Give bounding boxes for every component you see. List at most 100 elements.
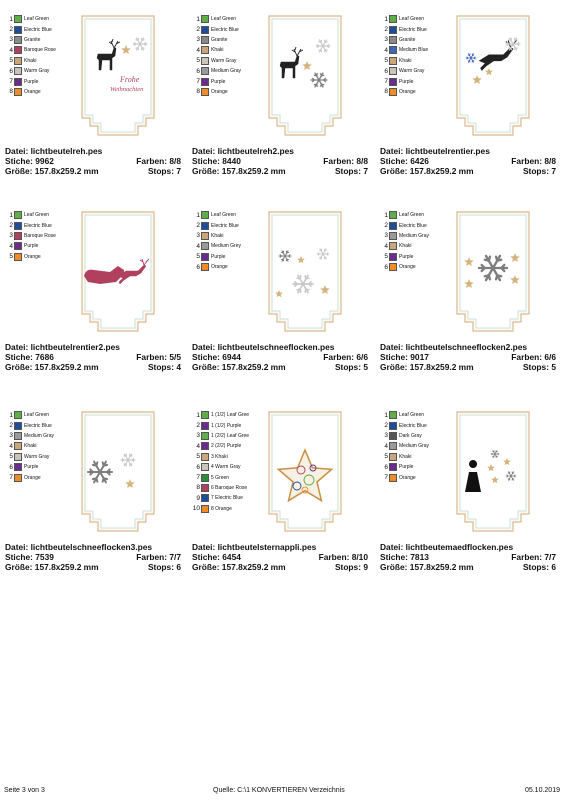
color-index: 8 [384, 88, 388, 96]
file-name: lichtbeutemaedflocken.pes [405, 542, 514, 552]
size-group: Größe: 157.8x259.2 mm [5, 362, 99, 372]
size-row: Größe: 157.8x259.2 mm Stops: 6 [5, 562, 181, 572]
colors-group: Farben: 8/8 [323, 156, 368, 166]
color-swatch [201, 56, 209, 65]
color-index: 5 [9, 453, 13, 461]
embroidery-motif [279, 39, 331, 88]
color-swatch [389, 56, 397, 65]
design-card: 1 Leaf Green 2 Electric Blue 3 Granite 4 Khaki 5… [192, 14, 372, 199]
color-swatch [201, 46, 209, 55]
color-index: 5 [384, 253, 388, 261]
color-index: 1 [9, 411, 13, 419]
design-card: 1 Leaf Green 2 Electric Blue 3 Medium Gray 4 Kh… [380, 210, 560, 395]
color-name: Electric Blue [24, 422, 52, 429]
color-index: 6 [196, 463, 200, 471]
colors-label: Farben: [511, 552, 543, 563]
size-label: Größe: [380, 562, 408, 573]
color-legend-row: 3 Granite [5, 35, 75, 45]
file-row: Datei: lichtbeutemaedflocken.pes [380, 542, 556, 552]
bag-outline [268, 411, 342, 532]
color-legend-row: 3 Granite [192, 35, 262, 45]
stops-count: 5 [551, 362, 556, 373]
colors-group: Farben: 6/6 [511, 352, 556, 362]
color-name: Khaki [399, 57, 412, 64]
stitch-label: Stiche: [192, 352, 220, 363]
color-legend-row: 1 Leaf Green [380, 14, 450, 24]
color-legend-row: 6 Purple [5, 462, 75, 472]
color-index: 5 [9, 253, 13, 261]
color-name: Purple [211, 253, 226, 260]
size-value: 157.8x259.2 mm [34, 562, 99, 573]
color-swatch [389, 211, 397, 220]
color-legend-row: 2 1 (1/2) Purple [192, 420, 262, 430]
star-mark [125, 479, 135, 488]
color-name: Orange [399, 264, 416, 271]
color-index: 1 [384, 211, 388, 219]
color-index: 2 [9, 26, 13, 34]
star-mark [485, 68, 493, 76]
color-index: 4 [9, 242, 13, 250]
size-label: Größe: [5, 362, 33, 373]
color-name: Granite [211, 36, 228, 43]
stitch-row: Stiche: 6426 Farben: 8/8 [380, 156, 556, 166]
color-swatch [389, 15, 397, 24]
color-legend-row: 5 Warm Gray [5, 452, 75, 462]
color-index: 5 [384, 453, 388, 461]
stops-group: Stops: 7 [148, 166, 181, 176]
color-legend-row: 1 1 (1/2) Leaf Gree [192, 410, 262, 420]
stitch-count: 7686 [35, 352, 54, 363]
snowflake-mark [505, 37, 521, 51]
color-legend-row: 5 Orange [5, 252, 75, 262]
color-legend-row: 7 Orange [5, 472, 75, 482]
color-index: 6 [9, 463, 13, 471]
color-swatch [389, 421, 397, 430]
design-preview [267, 410, 343, 533]
stops-label: Stops: [522, 562, 549, 573]
color-index: 2 [196, 26, 200, 34]
stops-count: 4 [176, 362, 181, 373]
stops-group: Stops: 7 [335, 166, 368, 176]
color-swatch [14, 452, 22, 461]
color-index: 5 [196, 453, 200, 461]
color-legend-row: 2 Electric Blue [5, 24, 75, 34]
color-swatch [389, 25, 397, 34]
color-swatch [201, 463, 209, 472]
color-name: Electric Blue [211, 222, 239, 229]
color-swatch [14, 231, 22, 240]
colors-count: 8/8 [544, 156, 556, 167]
girl-silhouette [465, 460, 481, 492]
color-swatch [389, 221, 397, 230]
embroidery-motif [465, 450, 517, 492]
color-legend: 1 Leaf Green 2 Electric Blue 3 Medium Gray 4 Kh… [380, 210, 450, 272]
stitch-row: Stiche: 9962 Farben: 8/8 [5, 156, 181, 166]
bag-inner-line [84, 414, 152, 529]
stops-group: Stops: 5 [523, 362, 556, 372]
size-row: Größe: 157.8x259.2 mm Stops: 9 [192, 562, 368, 572]
color-swatch [14, 442, 22, 451]
color-swatch [14, 211, 22, 220]
color-index: 5 [196, 253, 200, 261]
color-index: 3 [9, 232, 13, 240]
size-row: Größe: 157.8x259.2 mm Stops: 7 [192, 166, 368, 176]
color-swatch [14, 252, 22, 261]
color-name: Warm Gray [24, 68, 50, 75]
color-name: Leaf Green [24, 212, 50, 219]
bag-outline [268, 211, 342, 332]
color-name: Leaf Green [399, 412, 425, 419]
color-name: Leaf Green [211, 212, 237, 219]
design-info: Datei: lichtbeutelreh.pes Stiche: 9962 Far… [5, 146, 181, 177]
size-group: Größe: 157.8x259.2 mm [380, 562, 474, 572]
color-name: Orange [399, 88, 416, 95]
color-legend: 1 Leaf Green 2 Electric Blue 3 Granite 4 Medium… [380, 14, 450, 97]
star-ornaments [292, 464, 317, 494]
stitch-label: Stiche: [5, 352, 33, 363]
colors-label: Farben: [136, 552, 168, 563]
color-swatch [389, 77, 397, 86]
bag-outline: Frohe Weihnachten [81, 15, 155, 136]
color-index: 4 [196, 46, 200, 54]
bag-outline [81, 411, 155, 532]
stitch-group: Stiche: 9017 [380, 352, 429, 362]
color-legend-row: 1 Leaf Green [5, 210, 75, 220]
size-group: Größe: 157.8x259.2 mm [380, 362, 474, 372]
color-legend-row: 4 Khaki [192, 45, 262, 55]
